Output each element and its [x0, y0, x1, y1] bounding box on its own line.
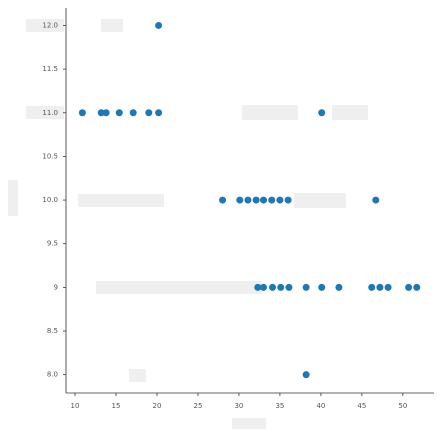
- point: [302, 371, 310, 379]
- x-tick-label: 40: [316, 402, 325, 410]
- label-box: [332, 105, 368, 120]
- y-tick-label: 9.5: [47, 240, 58, 248]
- y-tick-label: 11.0: [42, 109, 58, 117]
- label-box: [8, 180, 18, 216]
- y-tick-label: 10.0: [42, 196, 58, 204]
- point: [405, 283, 413, 291]
- point: [268, 196, 276, 204]
- point: [236, 196, 244, 204]
- y-tick-label: 12.0: [42, 21, 58, 29]
- point: [115, 109, 123, 117]
- label-box: [232, 418, 266, 429]
- point: [372, 196, 380, 204]
- point: [376, 283, 384, 291]
- x-tick-label: 20: [153, 402, 162, 410]
- y-tick-label: 9: [54, 283, 58, 291]
- point: [219, 196, 227, 204]
- point: [318, 283, 326, 291]
- point: [102, 109, 110, 117]
- point: [78, 109, 86, 117]
- point: [302, 283, 310, 291]
- label-box: [26, 19, 64, 32]
- y-tick-label: 8.5: [47, 327, 58, 335]
- label-box: [294, 193, 346, 208]
- point: [277, 283, 285, 291]
- point: [129, 109, 137, 117]
- y-tick-label: 10.5: [42, 152, 58, 160]
- label-box: [96, 281, 262, 294]
- point: [384, 283, 392, 291]
- point: [285, 283, 293, 291]
- point: [145, 109, 153, 117]
- point: [97, 109, 105, 117]
- x-tick-label: 15: [112, 402, 121, 410]
- point: [269, 283, 277, 291]
- point: [335, 283, 343, 291]
- y-tick-label: 11.5: [42, 65, 58, 73]
- x-tick-label: 10: [71, 402, 80, 410]
- point: [155, 21, 163, 29]
- label-box: [101, 19, 123, 32]
- point: [260, 196, 268, 204]
- x-tick-label: 45: [357, 402, 366, 410]
- point: [284, 196, 292, 204]
- point: [413, 283, 421, 291]
- point: [260, 283, 268, 291]
- label-box: [26, 106, 64, 119]
- point: [368, 283, 376, 291]
- x-tick-label: 50: [398, 402, 407, 410]
- annotation-boxes: [8, 19, 368, 429]
- point: [155, 109, 163, 117]
- y-tick-label: 8.0: [47, 371, 58, 379]
- label-box: [129, 369, 146, 382]
- x-tick-label: 30: [234, 402, 243, 410]
- x-tick-label: 35: [275, 402, 284, 410]
- label-box: [78, 194, 164, 207]
- point: [254, 283, 262, 291]
- point: [318, 109, 326, 117]
- point: [244, 196, 252, 204]
- x-tick-label: 25: [193, 402, 202, 410]
- label-box: [242, 105, 298, 120]
- point: [252, 196, 260, 204]
- point: [276, 196, 284, 204]
